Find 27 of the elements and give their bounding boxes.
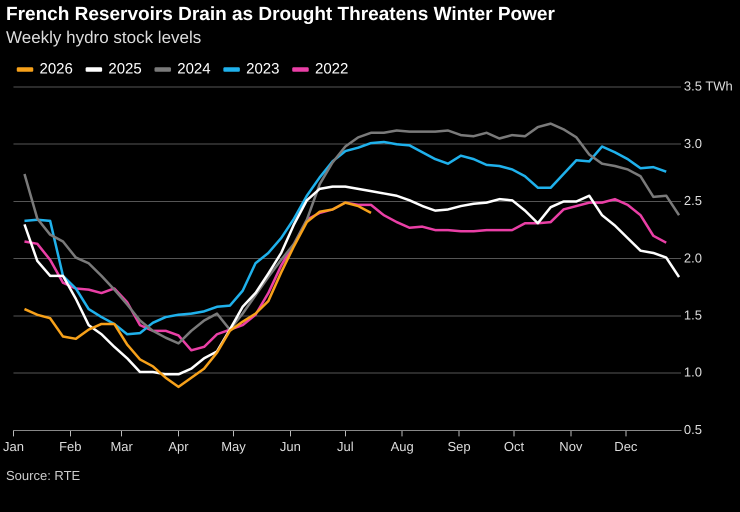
chart-title: French Reservoirs Drain as Drought Threatens Winter Power bbox=[5, 4, 556, 26]
y-tick-label: 2.5 bbox=[684, 193, 702, 208]
source-note: Source: RTE bbox=[5, 468, 82, 483]
y-tick-label: 1.0 bbox=[684, 364, 702, 380]
x-tick-label: Aug bbox=[390, 438, 414, 454]
y-tick-label: 1.5 bbox=[684, 308, 702, 323]
x-tick-label: May bbox=[221, 438, 246, 454]
x-tick-label: Dec bbox=[614, 438, 638, 454]
x-tick-label: Jun bbox=[280, 438, 301, 454]
legend-label: 2026 bbox=[40, 60, 73, 78]
x-tick-label: Feb bbox=[59, 438, 82, 454]
x-tick-label: Nov bbox=[559, 438, 583, 454]
x-tick-label: Sep bbox=[447, 438, 471, 454]
x-tick-label: Jan bbox=[2, 438, 24, 454]
legend-label: 2022 bbox=[314, 60, 348, 78]
legend-label: 2025 bbox=[108, 60, 142, 78]
y-tick-label: 2.0 bbox=[684, 250, 702, 266]
y-tick-label: 3.5 TWh bbox=[684, 78, 733, 94]
y-tick-label: 0.5 bbox=[684, 422, 702, 437]
x-tick-label: Mar bbox=[110, 438, 134, 454]
legend-label: 2023 bbox=[246, 60, 280, 78]
x-tick-label: Jul bbox=[337, 438, 354, 454]
x-tick-label: Oct bbox=[504, 438, 525, 454]
chart-subtitle: Weekly hydro stock levels bbox=[5, 28, 202, 48]
legend-label: 2024 bbox=[177, 60, 211, 78]
x-tick-label: Apr bbox=[168, 438, 190, 454]
y-tick-label: 3.0 bbox=[684, 136, 702, 151]
